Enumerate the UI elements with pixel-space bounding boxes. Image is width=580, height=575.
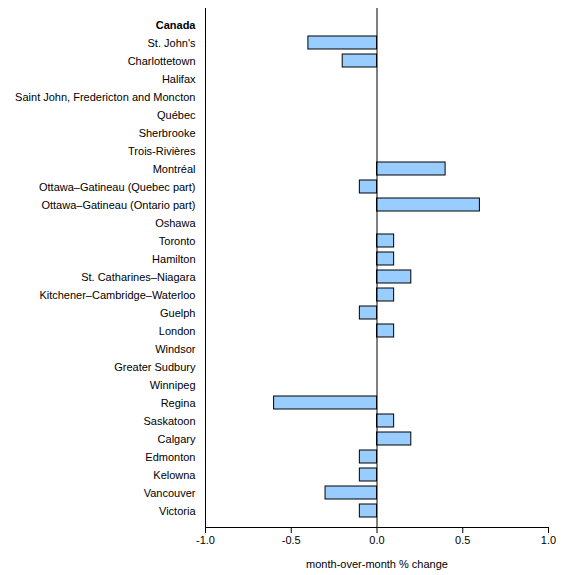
- svg-text:-1.0: -1.0: [196, 534, 215, 546]
- svg-text:Kelowna: Kelowna: [153, 469, 196, 481]
- svg-text:Vancouver: Vancouver: [144, 487, 196, 499]
- svg-text:0.0: 0.0: [369, 534, 384, 546]
- svg-text:-0.5: -0.5: [282, 534, 301, 546]
- svg-text:Hamilton: Hamilton: [152, 253, 195, 265]
- svg-text:Greater Sudbury: Greater Sudbury: [114, 361, 196, 373]
- svg-text:Trois-Rivières: Trois-Rivières: [128, 145, 196, 157]
- svg-text:London: London: [159, 325, 196, 337]
- svg-text:Ottawa–Gatineau (Ontario part): Ottawa–Gatineau (Ontario part): [41, 199, 195, 211]
- svg-text:Victoria: Victoria: [159, 505, 196, 517]
- svg-text:Charlottetown: Charlottetown: [128, 55, 196, 67]
- svg-text:Guelph: Guelph: [160, 307, 195, 319]
- svg-text:Regina: Regina: [161, 397, 197, 409]
- svg-text:St. Catharines–Niagara: St. Catharines–Niagara: [81, 271, 196, 283]
- svg-text:Oshawa: Oshawa: [155, 217, 196, 229]
- svg-text:Saint John, Fredericton and Mo: Saint John, Fredericton and Moncton: [15, 91, 195, 103]
- svg-text:Halifax: Halifax: [162, 73, 196, 85]
- svg-text:Québec: Québec: [157, 109, 196, 121]
- svg-text:Saskatoon: Saskatoon: [144, 415, 196, 427]
- svg-text:Toronto: Toronto: [159, 235, 196, 247]
- svg-text:0.5: 0.5: [455, 534, 470, 546]
- svg-text:Calgary: Calgary: [158, 433, 196, 445]
- svg-text:month-over-month % change: month-over-month % change: [306, 558, 448, 570]
- svg-text:Edmonton: Edmonton: [145, 451, 195, 463]
- svg-text:1.0: 1.0: [541, 534, 556, 546]
- svg-text:Winnipeg: Winnipeg: [150, 379, 196, 391]
- svg-text:Montréal: Montréal: [153, 163, 196, 175]
- svg-text:Canada: Canada: [156, 19, 197, 31]
- svg-text:St. John's: St. John's: [148, 37, 196, 49]
- svg-text:Kitchener–Cambridge–Waterloo: Kitchener–Cambridge–Waterloo: [39, 289, 195, 301]
- svg-text:Ottawa–Gatineau (Quebec part): Ottawa–Gatineau (Quebec part): [39, 181, 196, 193]
- svg-text:Sherbrooke: Sherbrooke: [139, 127, 196, 139]
- svg-text:Windsor: Windsor: [155, 343, 196, 355]
